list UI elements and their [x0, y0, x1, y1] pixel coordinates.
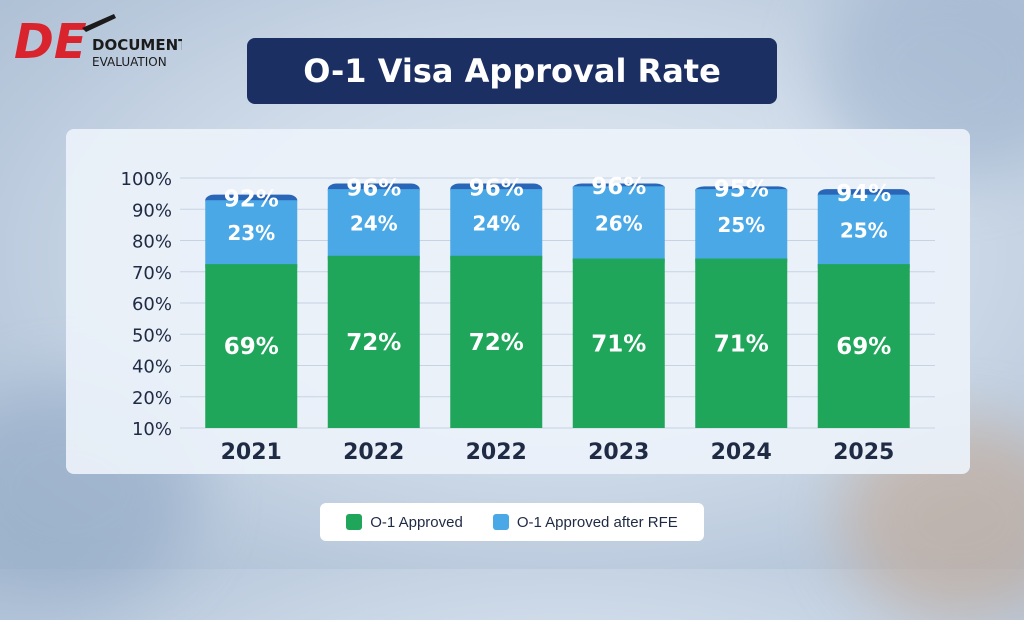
- approved-data-label: 71%: [591, 331, 646, 357]
- y-tick-label: 10%: [132, 419, 172, 440]
- approved-data-label: 69%: [224, 334, 279, 360]
- total-data-label: 96%: [591, 174, 646, 200]
- approved-data-label: 71%: [714, 331, 769, 357]
- rfe-data-label: 25%: [717, 213, 765, 237]
- rfe-data-label: 23%: [227, 221, 275, 245]
- bar-approved-segment: [205, 264, 298, 428]
- bar-chart: 100% 90% 80% 70% 60% 50% 40% 20% 10% 92% 23% 69% 202…: [121, 169, 935, 465]
- bar-rfe-segment: [205, 200, 298, 269]
- total-data-label: 95%: [714, 177, 769, 203]
- x-tick-label: 2024: [711, 440, 772, 465]
- legend-swatch-rfe: [492, 514, 509, 530]
- logo-line1: DOCUMENT: [92, 36, 182, 54]
- chart-legend: O-1 Approved O-1 Approved after RFE: [320, 503, 704, 541]
- x-tick-label: 2022: [466, 440, 527, 465]
- rfe-data-label: 25%: [840, 218, 888, 242]
- approved-data-label: 72%: [469, 330, 524, 356]
- x-tick-label: 2025: [833, 440, 894, 465]
- logo-letters: DE: [14, 14, 87, 70]
- legend-label-rfe: O-1 Approved after RFE: [516, 513, 678, 531]
- total-data-label: 94%: [836, 181, 891, 207]
- y-tick-label: 90%: [132, 200, 172, 221]
- y-tick-label: 50%: [132, 325, 172, 346]
- total-data-label: 96%: [346, 175, 401, 201]
- chart-title: O-1 Visa Approval Rate: [247, 38, 777, 104]
- total-data-label: 92%: [224, 186, 279, 212]
- bar-rfe-segment: [817, 194, 910, 269]
- y-tick-label: 100%: [121, 169, 172, 190]
- bar-approved-segment: [327, 255, 420, 428]
- bar-rfe-segment: [695, 189, 788, 263]
- y-tick-label: 20%: [132, 388, 172, 409]
- y-tick-label: 60%: [132, 294, 172, 315]
- rfe-data-label: 24%: [472, 211, 520, 235]
- y-tick-label: 40%: [132, 357, 172, 378]
- bar-approved-segment: [572, 258, 665, 428]
- approved-data-label: 69%: [836, 334, 891, 360]
- legend-item-approved: O-1 Approved: [346, 514, 463, 531]
- bar-approved-segment: [450, 255, 543, 428]
- rfe-data-label: 24%: [350, 211, 398, 235]
- bar-approved-segment: [817, 264, 910, 428]
- bar-approved-segment: [695, 258, 788, 428]
- y-tick-label: 80%: [132, 232, 172, 253]
- chart-title-text: O-1 Visa Approval Rate: [303, 52, 721, 90]
- x-tick-label: 2021: [221, 440, 282, 465]
- legend-label-approved: O-1 Approved: [370, 513, 463, 531]
- legend-item-rfe: O-1 Approved after RFE: [492, 513, 678, 531]
- bar-rfe-segment: [572, 186, 665, 263]
- x-tick-label: 2022: [343, 440, 404, 465]
- legend-swatch-approved: [346, 514, 363, 530]
- pen-icon: [82, 14, 116, 32]
- y-tick-label: 70%: [132, 263, 172, 284]
- x-tick-label: 2023: [588, 440, 649, 465]
- company-logo: DE DOCUMENT EVALUATION: [12, 10, 189, 72]
- bar-rfe-segment: [327, 189, 420, 260]
- bar-rfe-segment: [450, 189, 543, 260]
- logo-line2: EVALUATION: [92, 55, 167, 69]
- rfe-data-label: 26%: [595, 211, 643, 235]
- approved-data-label: 72%: [346, 330, 401, 356]
- total-data-label: 96%: [469, 175, 524, 201]
